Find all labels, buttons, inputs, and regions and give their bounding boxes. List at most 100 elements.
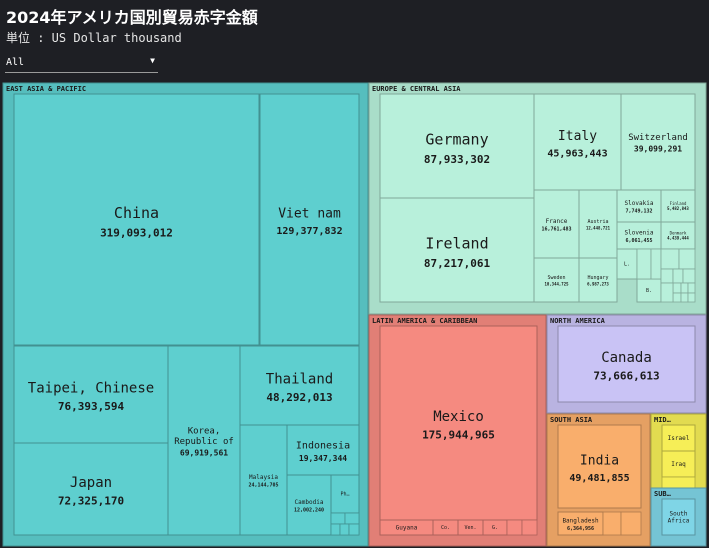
tile-minor [506,519,523,536]
tile-minor [344,512,360,525]
tile-mexico[interactable]: Mexico 175,944,965 [379,325,538,521]
region-europe-central-asia[interactable]: EUROPE & CENTRAL ASIA Germany 87,933,302 Ir… [368,82,707,315]
tile-label: Ph… [340,492,349,498]
tile-italy[interactable]: Italy 45,963,443 [533,93,622,191]
tile-label: Germany [425,130,488,148]
tile-ven[interactable]: Ven. [457,519,484,536]
tile-minor [661,476,696,489]
tile-minor [620,511,642,536]
tile-iraq[interactable]: Iraq [661,450,696,478]
tile-israel[interactable]: Israel [661,424,696,452]
tile-malaysia[interactable]: Malaysia 24,144,705 [239,424,288,536]
tile-rect [533,189,580,259]
tile-b[interactable]: B. [636,278,662,303]
tile-label: Bangladesh [562,517,599,524]
tile-cambodia[interactable]: Cambodia 12,002,240 [286,474,332,536]
region-label: MID… [654,416,672,424]
tile-value: 4,439,444 [667,236,689,241]
tile-ireland[interactable]: Ireland 87,217,061 [379,197,535,303]
tile-taipei-chinese[interactable]: Taipei, Chinese 76,393,594 [13,345,169,444]
tile-label: Japan [70,475,112,491]
region-latin-america-caribbean[interactable]: LATIN AMERICA & CARIBBEAN Mexico 175,944,9… [368,314,547,547]
tile-label: Co. [441,525,450,531]
tile-rect [239,424,288,536]
tile-guyana[interactable]: Guyana [379,519,434,536]
tile-label: Switzerland [628,133,688,143]
tile-value: 19,347,344 [299,454,347,463]
tile-value: 319,093,012 [100,227,173,240]
tile-label: Iraq [671,461,686,468]
tile-label: Indonesia [296,440,350,451]
tile-value: 49,481,855 [569,473,629,484]
tile-minor [602,511,622,536]
tile-label: Cambodia [295,499,324,506]
tile-value: 6,061,455 [625,238,652,244]
tile-rect [660,221,696,250]
tile-rect [379,325,538,521]
treemap-chart: EAST ASIA & PACIFIC China 319,093,012 Viet … [2,82,707,547]
region-north-america[interactable]: NORTH AMERICA Canada 73,666,613 [546,314,707,414]
tile-rect [620,93,696,191]
tile-japan[interactable]: Japan 72,325,170 [13,442,169,536]
tile-minor [636,248,652,280]
tile-thailand[interactable]: Thailand 48,292,013 [239,345,360,426]
tile-viet-nam[interactable]: Viet nam 129,377,832 [259,93,360,346]
unit-label: 単位 : US Dollar thousand [6,31,182,45]
region-filter-value: All [6,57,25,68]
tile-china[interactable]: China 319,093,012 [13,93,260,346]
tile-minor [672,292,682,303]
tile-minor [650,248,662,280]
tile-slovenia[interactable]: Slovenia 6,061,455 [616,221,662,250]
tile-label: Slovenia [625,229,654,236]
tile-co[interactable]: Co. [432,519,459,536]
tile-minor [660,248,680,270]
tile-value: 7,749,132 [625,209,652,215]
tile-indonesia[interactable]: Indonesia 19,347,344 [286,424,360,476]
tile-label: Viet nam [278,207,341,222]
tile-l[interactable]: L. [616,248,638,280]
tile-value: 12,002,240 [294,508,324,514]
tile-canada[interactable]: Canada 73,666,613 [557,325,696,403]
region-label: EUROPE & CENTRAL ASIA [372,85,461,93]
tile-value: 73,666,613 [593,370,659,383]
tile-slovakia[interactable]: Slovakia 7,749,132 [616,189,662,223]
tile-france[interactable]: France 16,761,483 [533,189,580,259]
tile-label: Hungary [587,275,608,281]
region-east-asia-pacific[interactable]: EAST ASIA & PACIFIC China 319,093,012 Viet … [2,82,369,547]
tile-india[interactable]: India 49,481,855 [557,424,642,509]
tile-minor [687,292,696,303]
tile-label: Austria [587,219,608,225]
tile-ph[interactable]: Ph… [330,474,360,514]
tile-rect [286,474,332,536]
tile-label: Taipei, Chinese [28,380,154,396]
region-south-asia[interactable]: SOUTH ASIA India 49,481,855 Bangladesh 6,364… [546,413,651,547]
tile-germany[interactable]: Germany 87,933,302 [379,93,535,199]
tile-label: Sweden [547,275,565,281]
tile-label: Malaysia [249,474,278,481]
region-label: SOUTH ASIA [550,416,593,424]
tile-bangladesh[interactable]: Bangladesh 6,364,956 [557,511,604,536]
tile-minor [672,268,684,284]
region-label: SUB… [654,490,672,498]
region-filter-select[interactable]: All ▼ [5,54,158,73]
tile-rect [13,345,169,444]
tile-value: 87,217,061 [424,257,491,270]
chevron-down-icon: ▼ [150,56,155,65]
tile-g[interactable]: G. [482,519,508,536]
tile-label: India [580,454,619,469]
region-label: LATIN AMERICA & CARIBBEAN [372,317,477,325]
tile-value: 6,364,956 [567,526,594,532]
tile-rect [13,93,260,346]
tile-switzerland[interactable]: Switzerland 39,099,291 [620,93,696,191]
tile-value: 16,761,483 [541,227,571,233]
tile-label: Slovakia [625,200,654,207]
region-mid[interactable]: MID… Israel Iraq [650,413,707,489]
